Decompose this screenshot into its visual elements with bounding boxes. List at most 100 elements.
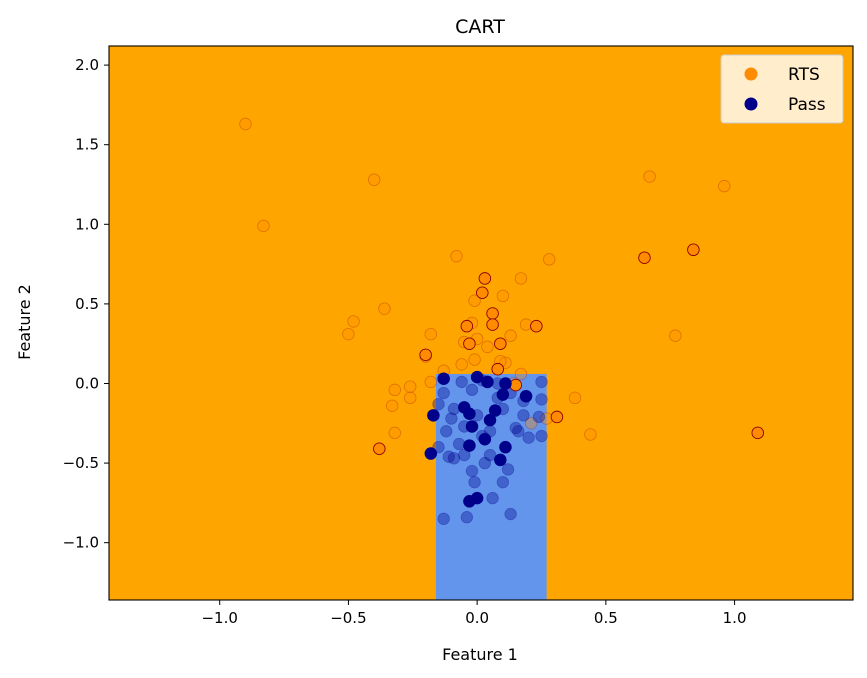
point-pass-faint: [447, 452, 461, 465]
point-rts-faint: [468, 353, 481, 366]
legend-label-pass: Pass: [788, 95, 826, 115]
point-rts-faint: [404, 380, 417, 393]
y-tick-label: −1.0: [63, 534, 99, 552]
point-pass: [494, 453, 507, 467]
point-rts-faint: [481, 340, 494, 354]
point-pass: [481, 375, 494, 389]
point-pass-faint: [447, 402, 461, 416]
point-rts-faint: [424, 375, 437, 389]
point-pass-faint: [465, 383, 479, 397]
x-tick-label: 1.0: [723, 609, 747, 627]
point-rts: [476, 286, 489, 300]
x-tick-label: 0.0: [465, 609, 489, 627]
point-pass: [470, 370, 484, 384]
point-pass-faint: [458, 448, 471, 462]
point-rts: [463, 337, 476, 350]
point-pass: [427, 409, 440, 422]
point-rts-faint: [347, 315, 360, 328]
point-pass-faint: [512, 425, 525, 438]
point-rts: [373, 442, 386, 456]
point-pass: [483, 413, 497, 427]
point-rts: [460, 319, 474, 333]
point-rts-faint: [496, 289, 510, 303]
point-pass-faint: [486, 491, 499, 505]
point-rts-faint: [584, 428, 597, 441]
y-axis: −1.0 −0.5 0.0 0.5 1.0 1.5 2.0: [63, 56, 109, 552]
point-rts: [491, 362, 504, 376]
point-rts: [530, 319, 543, 333]
point-pass-faint: [465, 464, 479, 478]
y-tick-label: 1.5: [75, 136, 99, 154]
y-tick-label: −0.5: [63, 454, 99, 472]
point-rts-faint: [450, 249, 463, 263]
point-rts: [419, 348, 432, 362]
y-tick-label: 0.0: [75, 374, 99, 392]
point-pass: [424, 447, 438, 460]
point-pass-faint: [437, 512, 450, 526]
point-pass-faint: [478, 456, 492, 470]
point-pass-faint: [445, 412, 458, 425]
point-pass-faint: [504, 507, 517, 521]
point-rts-faint: [367, 173, 381, 186]
point-rts-faint: [525, 417, 538, 430]
point-rts: [486, 307, 499, 320]
point-rts: [751, 426, 764, 440]
y-tick-label: 1.0: [75, 215, 99, 233]
point-rts-faint: [388, 426, 401, 440]
point-rts-faint: [239, 117, 252, 131]
point-rts-faint: [643, 170, 656, 183]
point-rts-faint: [388, 383, 401, 397]
point-rts-faint: [718, 179, 731, 193]
point-pass-faint: [509, 421, 522, 435]
point-rts: [494, 337, 507, 350]
legend: RTS Pass: [720, 54, 844, 124]
chart-title: CART: [455, 16, 505, 38]
plot-frame: [108, 45, 854, 601]
point-pass: [478, 432, 492, 446]
point-pass-faint: [437, 386, 450, 400]
point-pass-faint: [440, 425, 453, 438]
x-tick-label: −0.5: [330, 609, 366, 627]
legend-marker-pass: [744, 97, 758, 111]
point-rts-faint: [669, 329, 682, 342]
point-pass-faint: [496, 475, 510, 489]
point-rts: [687, 243, 700, 257]
point-rts-faint: [543, 253, 556, 266]
point-pass-faint: [468, 475, 481, 489]
x-axis-label: Feature 1: [442, 645, 518, 664]
data-points: [239, 117, 764, 526]
y-tick-label: 2.0: [75, 56, 99, 74]
plot-area: [108, 45, 854, 601]
point-pass-faint: [535, 375, 548, 389]
point-rts-faint: [378, 302, 391, 315]
point-rts-faint: [424, 327, 437, 341]
point-rts-faint: [468, 294, 481, 307]
point-rts: [550, 410, 564, 424]
point-pass-faint: [517, 409, 530, 422]
point-rts-faint: [385, 399, 399, 412]
point-pass: [499, 440, 512, 454]
point-pass-faint: [455, 375, 468, 389]
point-rts-faint: [455, 358, 468, 371]
point-pass-faint: [535, 429, 548, 443]
point-rts-faint: [519, 318, 533, 331]
point-pass: [519, 389, 533, 403]
y-axis-label: Feature 2: [15, 284, 34, 360]
point-pass: [499, 377, 512, 390]
point-pass: [465, 420, 479, 433]
point-pass: [437, 372, 450, 385]
legend-label-rts: RTS: [788, 65, 820, 85]
point-pass-faint: [532, 410, 546, 424]
point-rts-faint: [342, 327, 355, 341]
point-pass: [496, 388, 510, 401]
point-pass-faint: [501, 463, 515, 476]
point-rts: [486, 318, 499, 331]
point-pass: [463, 439, 476, 452]
x-tick-label: −1.0: [201, 609, 237, 627]
point-rts-faint: [514, 367, 528, 381]
point-rts-faint: [404, 391, 417, 405]
point-pass-faint: [535, 393, 548, 406]
point-rts: [509, 378, 523, 392]
point-rts: [478, 272, 492, 285]
